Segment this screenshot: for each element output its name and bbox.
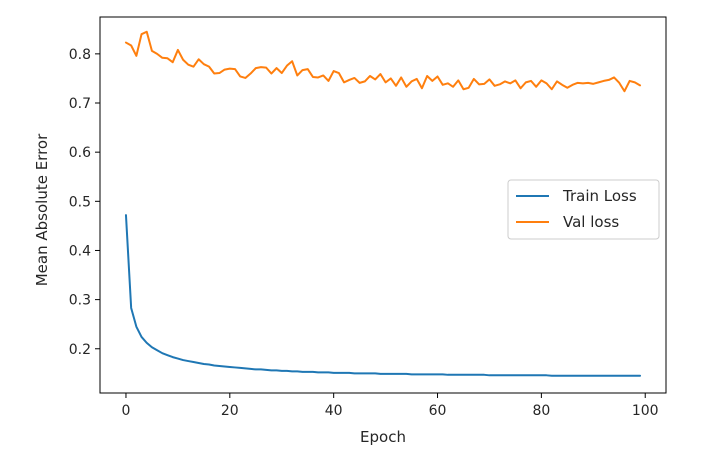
x-axis-label: Epoch xyxy=(360,428,406,446)
y-tick-label: 0.8 xyxy=(69,47,91,63)
x-tick-label: 60 xyxy=(429,403,447,419)
x-tick-label: 80 xyxy=(532,403,550,419)
y-tick-label: 0.6 xyxy=(69,145,91,161)
legend-label-train-loss: Train Loss xyxy=(562,187,637,205)
x-tick-label: 40 xyxy=(325,403,343,419)
legend: Train Loss Val loss xyxy=(507,179,660,240)
y-tick-label: 0.3 xyxy=(69,293,91,309)
series-layer xyxy=(124,30,642,377)
y-tick-label: 0.2 xyxy=(69,342,91,358)
x-axis: 0 20 40 60 80 100 xyxy=(122,393,659,419)
plot-frame xyxy=(99,16,667,394)
x-tick-label: 20 xyxy=(221,403,239,419)
series-line-val-loss xyxy=(124,30,642,93)
y-tick-label: 0.5 xyxy=(69,194,91,210)
y-axis: 0.2 0.3 0.4 0.5 0.6 0.7 0.8 xyxy=(69,47,100,358)
y-tick-label: 0.4 xyxy=(69,243,91,259)
x-tick-label: 100 xyxy=(632,403,659,419)
legend-box xyxy=(507,179,660,240)
y-axis-label: Mean Absolute Error xyxy=(33,133,51,286)
legend-label-val-loss: Val loss xyxy=(563,213,619,231)
y-tick-label: 0.7 xyxy=(69,96,91,112)
series-line-train-loss xyxy=(124,214,642,377)
x-tick-label: 0 xyxy=(122,403,131,419)
